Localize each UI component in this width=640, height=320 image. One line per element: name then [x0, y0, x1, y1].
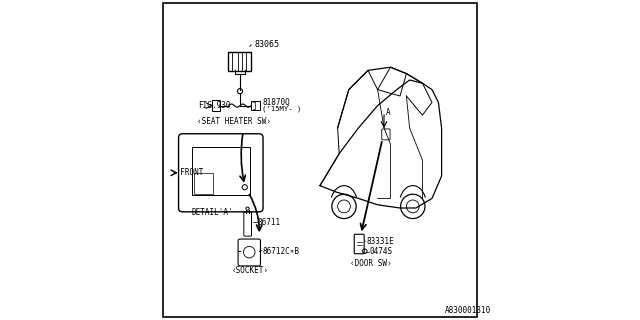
Text: 86712C∗B: 86712C∗B — [262, 247, 300, 256]
Text: 81870Q: 81870Q — [262, 98, 290, 107]
Text: A: A — [386, 108, 390, 116]
Text: FIG.930: FIG.930 — [198, 101, 231, 110]
Text: A830001310: A830001310 — [445, 306, 491, 315]
Text: (’15MY- ): (’15MY- ) — [262, 106, 302, 112]
Text: 0474S: 0474S — [370, 247, 393, 256]
Text: ‹SEAT HEATER SW›: ‹SEAT HEATER SW› — [197, 117, 271, 126]
Text: ‹SOCKET›: ‹SOCKET› — [232, 266, 269, 275]
Text: ‹DOOR SW›: ‹DOOR SW› — [351, 260, 392, 268]
Text: 83331E: 83331E — [366, 237, 394, 246]
Text: 86711: 86711 — [258, 218, 281, 227]
Circle shape — [243, 185, 248, 190]
Text: DETAIL'A': DETAIL'A' — [192, 208, 234, 217]
Bar — [192, 147, 250, 195]
Text: FRONT: FRONT — [172, 168, 204, 177]
Bar — [193, 173, 212, 194]
Text: 83065: 83065 — [254, 40, 280, 49]
